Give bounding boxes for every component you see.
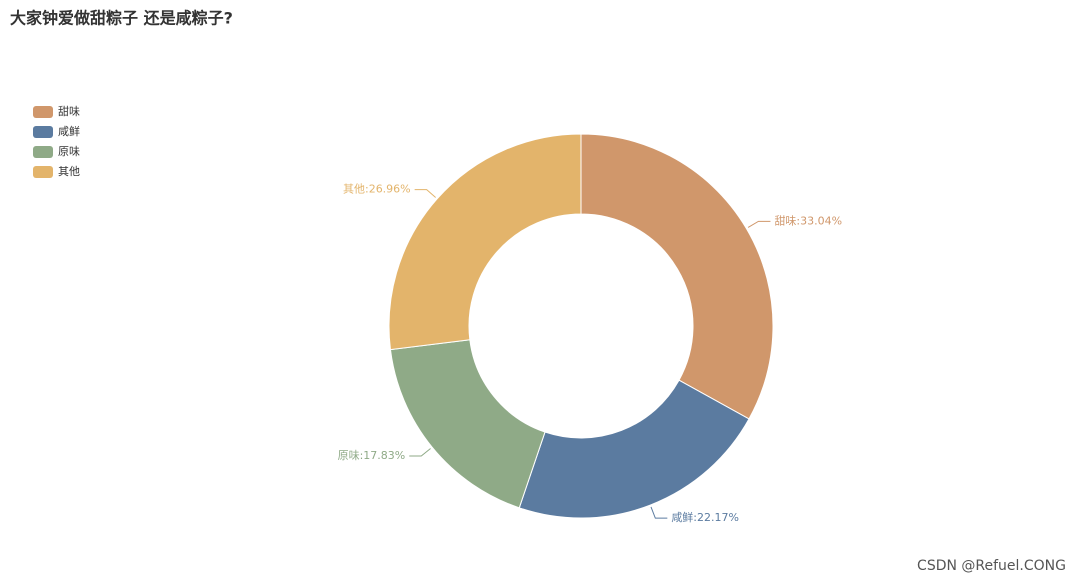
- legend-swatch: [33, 146, 53, 158]
- chart-title: 大家钟爱做甜粽子 还是咸粽子?: [10, 9, 233, 28]
- legend-label: 原味: [58, 145, 80, 158]
- legend-label: 甜味: [58, 105, 80, 118]
- data-label: 甜味:33.04%: [774, 214, 842, 227]
- data-label: 其他:26.96%: [343, 183, 411, 196]
- legend-label: 咸鲜: [58, 124, 80, 138]
- leader-line: [650, 506, 668, 519]
- leader-line: [409, 448, 431, 457]
- slice: [518, 379, 750, 519]
- leader-line: [747, 220, 771, 228]
- data-label: 咸鲜:22.17%: [671, 510, 739, 524]
- data-label: 原味:17.83%: [338, 449, 406, 462]
- legend-swatch: [33, 166, 53, 178]
- watermark: CSDN @Refuel.CONG: [917, 558, 1066, 574]
- legend-swatch: [33, 126, 53, 138]
- leader-line: [414, 189, 436, 198]
- legend-label: 其他: [58, 165, 80, 178]
- slice: [580, 133, 774, 420]
- legend-swatch: [33, 106, 53, 118]
- slice: [388, 133, 582, 351]
